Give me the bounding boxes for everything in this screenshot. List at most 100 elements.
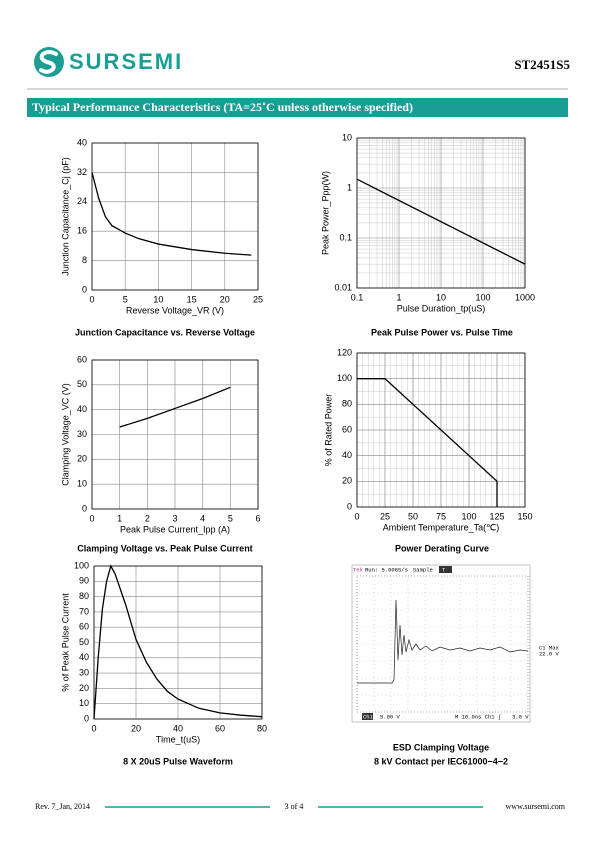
x-tick-label: 10 [153, 294, 163, 304]
x-tick-label: 10 [436, 292, 446, 302]
y-tick-label: 40 [79, 652, 89, 662]
y-tick-label: 20 [342, 476, 352, 486]
y-tick-label: 0.01 [334, 282, 352, 292]
footer-page: 3 of 4 [285, 802, 304, 811]
chart-title: Junction Capacitance vs. Reverse Voltage [75, 327, 255, 337]
x-axis-label: Reverse Voltage_VR (V) [126, 305, 224, 315]
logo-glyph [39, 50, 58, 74]
y-tick-label: 30 [77, 429, 87, 439]
x-tick-label: 5 [228, 513, 233, 523]
y-tick-label: 0 [82, 503, 87, 513]
y-tick-label: 120 [337, 347, 352, 357]
x-tick-label: 5 [123, 294, 128, 304]
scope-trig-flag: T [442, 566, 446, 573]
y-tick-label: 0 [347, 501, 352, 511]
scope-mode: Sample [413, 566, 433, 573]
x-tick-label: 0 [91, 723, 96, 733]
scope-readout-name: C1 Max [539, 644, 560, 651]
scope-frame [351, 564, 531, 723]
x-tick-label: 100 [461, 511, 476, 521]
x-axis-label: Pulse Duration_tp(uS) [397, 303, 486, 313]
y-axis-label: Junction Capacitance_Cj (pF) [60, 157, 70, 276]
section-bar [27, 98, 568, 117]
y-tick-label: 16 [77, 226, 87, 236]
y-tick-label: 60 [342, 424, 352, 434]
plot-frame [91, 359, 259, 510]
logo: SURSEMI [34, 47, 183, 77]
brand: SURSEMI [69, 49, 183, 74]
x-axis-label: Peak Pulse Current_Ipp (A) [120, 524, 230, 534]
y-tick-label: 10 [79, 698, 89, 708]
y-tick-label: 40 [77, 137, 87, 147]
y-tick-label: 0.1 [339, 232, 352, 242]
y-tick-label: 8 [82, 255, 87, 265]
scope-status: Run: 5.00GS/s [365, 566, 408, 573]
x-tick-label: 125 [489, 511, 504, 521]
y-tick-label: 50 [79, 637, 89, 647]
y-tick-label: 100 [74, 560, 89, 570]
chart: 0 20 40 60 80 0 10 20 30 40 50 60 70 80 90 100 Time_t(uS… [60, 560, 267, 766]
chart-title: 8 X 20uS Pulse Waveform [123, 756, 233, 766]
y-tick-label: 90 [79, 576, 89, 586]
x-tick-label: 150 [517, 511, 532, 521]
x-tick-label: 15 [187, 294, 197, 304]
data-line [119, 386, 231, 428]
scope-ch-box [362, 713, 373, 720]
plot-frame [93, 565, 263, 720]
scope-subcaption: 8 kV Contact per IEC61000−4−2 [374, 756, 508, 766]
x-tick-label: 2 [145, 513, 150, 523]
x-tick-label: 75 [436, 511, 446, 521]
scope-ch-scale: 5.00 V [380, 713, 401, 720]
x-tick-label: 80 [257, 723, 267, 733]
x-tick-label: 0 [89, 294, 94, 304]
y-tick-label: 70 [79, 606, 89, 616]
scope-trace [357, 599, 529, 684]
plot-frame [356, 352, 526, 508]
x-tick-label: 20 [131, 723, 141, 733]
y-tick-label: 50 [77, 379, 87, 389]
footer-rev: Rev. 7_Jan, 2014 [35, 802, 90, 811]
y-axis-label: Clamping Voltage_VC (V) [60, 383, 70, 486]
x-axis-label: Ambient Temperature_Ta(℃) [383, 522, 500, 532]
scope-ch-tag: Ch1 [363, 713, 374, 720]
x-axis-label: Time_t(uS) [156, 734, 200, 744]
x-tick-label: 100 [475, 292, 490, 302]
y-axis-label: % of Peak Pulse Current [60, 593, 70, 692]
data-line [91, 172, 252, 256]
scope-timebase: M 10.0ns Ch1 ∫ [455, 713, 501, 720]
plot-frame [356, 137, 526, 289]
y-tick-label: 80 [79, 591, 89, 601]
y-tick-label: 20 [79, 683, 89, 693]
scope-brand: Tek [353, 566, 364, 573]
chart: 0 5 10 15 20 25 0 8 16 24 32 40 Reverse Voltage_VR (… [60, 137, 263, 337]
x-tick-label: 0 [354, 511, 359, 521]
y-tick-label: 60 [79, 622, 89, 632]
plot-frame [91, 142, 259, 291]
y-tick-label: 1 [347, 182, 352, 192]
y-tick-label: 20 [77, 454, 87, 464]
y-tick-label: 0 [84, 713, 89, 723]
scope-trig-level: 3.0 V [512, 713, 529, 720]
x-tick-label: 1 [396, 292, 401, 302]
scope-caption: ESD Clamping Voltage [393, 742, 489, 752]
data-line [357, 378, 498, 507]
x-tick-label: 0 [89, 513, 94, 523]
data-line [93, 564, 263, 720]
y-tick-label: 80 [342, 399, 352, 409]
plot-area [92, 143, 258, 290]
chart-title: Power Derating Curve [395, 543, 489, 553]
x-tick-label: 50 [408, 511, 418, 521]
y-tick-label: 10 [77, 479, 87, 489]
y-tick-label: 24 [77, 196, 87, 206]
chart-title: Clamping Voltage vs. Peak Pulse Current [77, 543, 252, 553]
x-tick-label: 4 [200, 513, 205, 523]
scope-capture: Tek Run: 5.00GS/s Sample T C1 Max 22.0 V… [351, 564, 560, 723]
x-tick-label: 40 [173, 723, 183, 733]
x-tick-label: 1000 [515, 292, 535, 302]
scope-readout-value: 22.0 V [539, 650, 560, 657]
scope-trig-box [439, 566, 452, 573]
section-title: Typical Performance Characteristics (TA=… [32, 100, 413, 114]
